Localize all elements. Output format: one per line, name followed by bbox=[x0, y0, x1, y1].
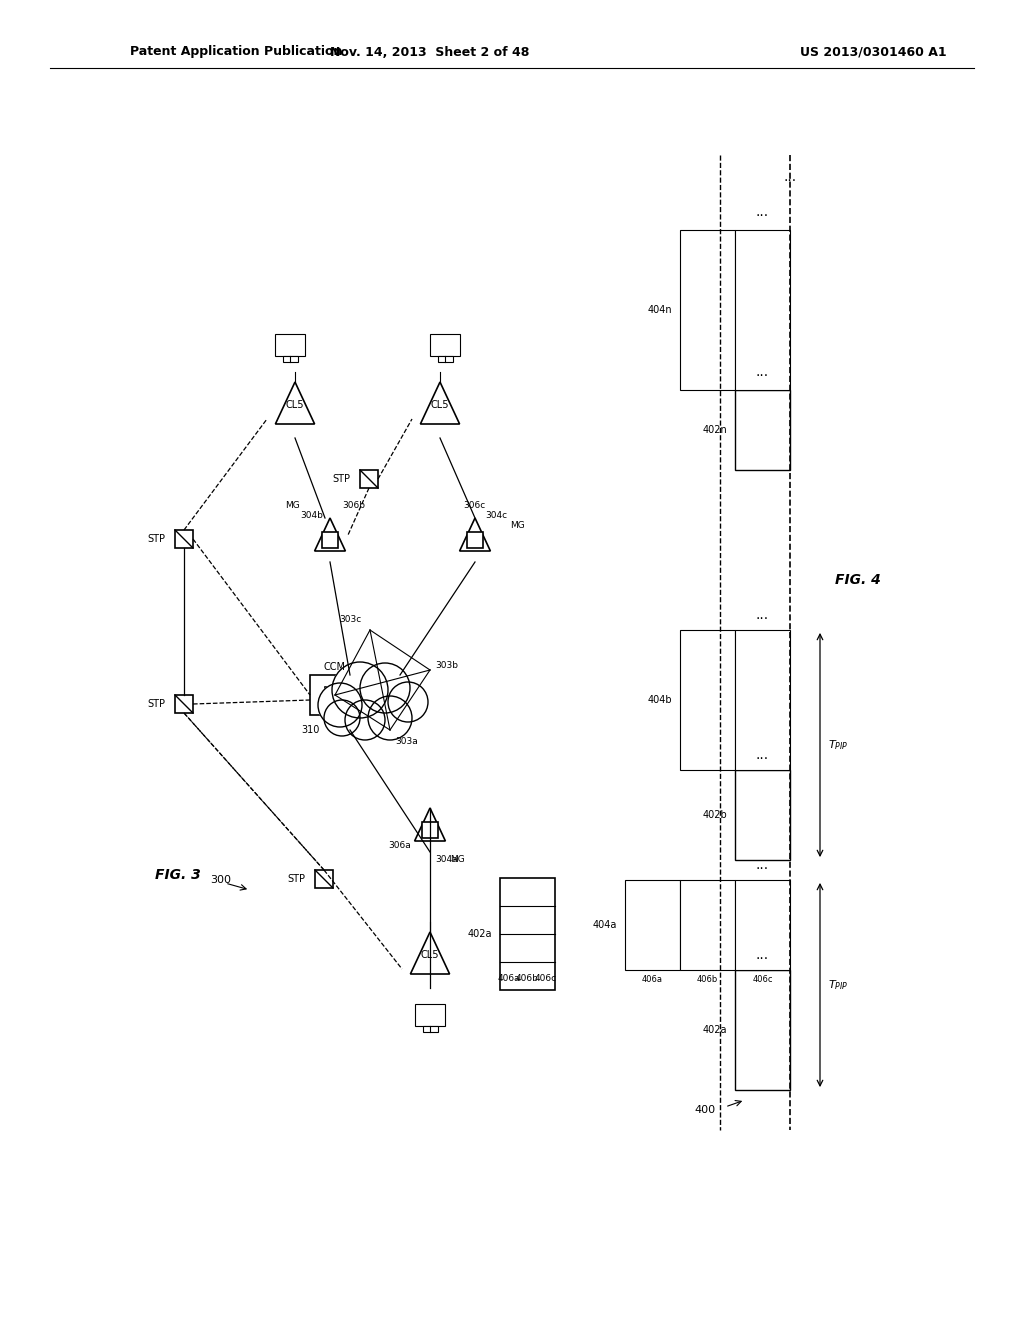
Text: ...: ... bbox=[756, 205, 769, 219]
Text: 406c: 406c bbox=[535, 974, 557, 983]
Text: 400: 400 bbox=[694, 1105, 716, 1115]
Text: ...: ... bbox=[756, 748, 769, 762]
Text: MG: MG bbox=[285, 500, 300, 510]
Bar bbox=[325, 686, 345, 704]
Bar bbox=[500, 878, 555, 990]
Bar bbox=[735, 770, 790, 861]
Text: 404n: 404n bbox=[647, 305, 672, 315]
Bar bbox=[315, 870, 333, 888]
Circle shape bbox=[360, 663, 410, 713]
Bar bbox=[735, 630, 790, 770]
Text: CL5: CL5 bbox=[421, 950, 439, 960]
Bar bbox=[283, 356, 298, 362]
Text: 406b: 406b bbox=[516, 974, 539, 983]
Text: 406b: 406b bbox=[697, 975, 718, 985]
Text: ...: ... bbox=[783, 170, 797, 183]
Bar bbox=[175, 531, 193, 548]
Bar bbox=[422, 822, 438, 838]
Text: 303c: 303c bbox=[340, 615, 362, 624]
Bar bbox=[430, 334, 460, 356]
Text: FIG. 3: FIG. 3 bbox=[155, 869, 201, 882]
Text: 306c: 306c bbox=[463, 500, 485, 510]
Text: CL5: CL5 bbox=[431, 400, 450, 411]
Text: ...: ... bbox=[756, 366, 769, 379]
Bar bbox=[680, 630, 735, 770]
Bar bbox=[175, 696, 193, 713]
Circle shape bbox=[318, 682, 362, 727]
Circle shape bbox=[388, 682, 428, 722]
Text: Patent Application Publication: Patent Application Publication bbox=[130, 45, 342, 58]
Circle shape bbox=[368, 696, 412, 741]
Bar bbox=[735, 970, 790, 1090]
Text: STP: STP bbox=[287, 874, 305, 884]
Text: STP: STP bbox=[332, 474, 350, 484]
Text: 402a: 402a bbox=[702, 1026, 727, 1035]
Text: CCM: CCM bbox=[324, 663, 346, 672]
Bar bbox=[275, 334, 305, 356]
Bar bbox=[415, 1005, 445, 1026]
Circle shape bbox=[324, 700, 360, 737]
Bar bbox=[625, 880, 680, 970]
Bar bbox=[310, 675, 360, 715]
Text: 402a: 402a bbox=[468, 929, 492, 939]
Text: MG: MG bbox=[450, 855, 465, 865]
Text: $T_{PIP}$: $T_{PIP}$ bbox=[828, 738, 849, 752]
Bar bbox=[735, 230, 790, 389]
Text: FIG. 4: FIG. 4 bbox=[835, 573, 881, 587]
Text: 306a: 306a bbox=[389, 841, 412, 850]
Text: ...: ... bbox=[756, 858, 769, 873]
Text: 404a: 404a bbox=[593, 920, 617, 931]
Text: $T_{PIP}$: $T_{PIP}$ bbox=[828, 978, 849, 991]
Text: ...: ... bbox=[756, 609, 769, 622]
Bar bbox=[680, 230, 735, 389]
Bar bbox=[360, 470, 378, 488]
Text: 306b: 306b bbox=[342, 500, 365, 510]
Text: STP: STP bbox=[147, 700, 165, 709]
Text: 300: 300 bbox=[210, 875, 231, 884]
Text: MG: MG bbox=[510, 520, 524, 529]
Text: CL5: CL5 bbox=[286, 400, 304, 411]
Bar bbox=[322, 532, 338, 548]
Text: ...: ... bbox=[756, 948, 769, 962]
Text: 304a: 304a bbox=[435, 855, 458, 865]
Text: 304c: 304c bbox=[485, 511, 507, 520]
Bar bbox=[735, 880, 790, 970]
Text: STP: STP bbox=[147, 535, 165, 544]
Text: 404b: 404b bbox=[647, 696, 672, 705]
Text: 310: 310 bbox=[301, 725, 319, 735]
Circle shape bbox=[332, 663, 388, 718]
Bar bbox=[680, 880, 735, 970]
Text: 406a: 406a bbox=[498, 974, 520, 983]
Text: 303b: 303b bbox=[435, 660, 458, 669]
Text: 406c: 406c bbox=[753, 975, 773, 985]
Bar bbox=[735, 389, 790, 470]
Bar bbox=[437, 356, 453, 362]
Text: 303a: 303a bbox=[395, 738, 418, 747]
Text: 406a: 406a bbox=[642, 975, 663, 985]
Text: US 2013/0301460 A1: US 2013/0301460 A1 bbox=[800, 45, 946, 58]
Bar bbox=[423, 1026, 437, 1032]
Bar bbox=[467, 532, 483, 548]
Text: 304b: 304b bbox=[300, 511, 323, 520]
Text: Nov. 14, 2013  Sheet 2 of 48: Nov. 14, 2013 Sheet 2 of 48 bbox=[331, 45, 529, 58]
Text: 402n: 402n bbox=[702, 425, 727, 436]
Text: 402b: 402b bbox=[702, 810, 727, 820]
Circle shape bbox=[345, 700, 385, 741]
